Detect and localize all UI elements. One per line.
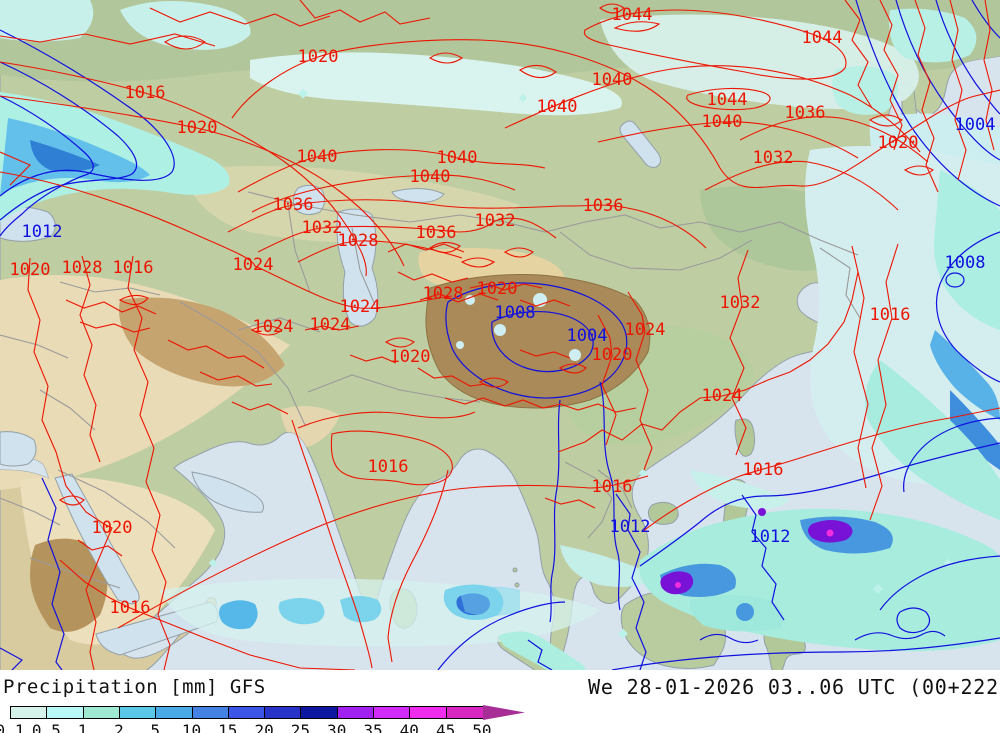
colorbar-tick-label: 40 <box>399 721 419 733</box>
isobar-label-red: 1020 <box>177 118 218 138</box>
colorbar-segment <box>373 706 412 719</box>
isobar-label-red: 1044 <box>612 5 653 25</box>
isobar-label-red: 1024 <box>625 320 666 340</box>
colorbar-segment <box>264 706 303 719</box>
isobar-label-red: 1040 <box>592 70 633 90</box>
isobar-label-blue: 1004 <box>567 326 608 346</box>
isobar-label-red: 1036 <box>785 103 826 123</box>
isobar-label-red: 1040 <box>537 97 578 117</box>
colorbar-tick-label: 20 <box>254 721 274 733</box>
isobar-label-blue: 1012 <box>750 527 791 547</box>
colorbar-segment <box>46 706 85 719</box>
isobar-label-blue: 1008 <box>495 303 536 323</box>
isobar-label-red: 1020 <box>92 518 133 538</box>
isobar-label-red: 1032 <box>720 293 761 313</box>
colorbar-tick-label: 1 <box>77 721 88 733</box>
colorbar-segment <box>336 706 375 719</box>
colorbar-tick-label: 45 <box>435 721 456 733</box>
colorbar-tick-label: 5 <box>150 721 161 733</box>
isobar-label-red: 1020 <box>298 47 339 67</box>
isobar-label-red: 1032 <box>302 218 343 238</box>
isobar-label-red: 1016 <box>743 460 784 480</box>
legend-bar: Precipitation [mm] GFS We 28-01-2026 03.… <box>0 670 1000 733</box>
isobar-label-red: 1024 <box>253 317 294 337</box>
colorbar-tick-label: 0.5 <box>31 721 61 733</box>
valid-time-label: We 28-01-2026 03..06 UTC (00+222 <box>588 675 999 699</box>
colorbar-tick-label: 25 <box>290 721 311 733</box>
colorbar-segment <box>191 706 230 719</box>
colorbar-tick-label: 10 <box>181 721 202 733</box>
isobar-label-red: 1036 <box>273 195 314 215</box>
isobar-label-red: 1016 <box>125 83 166 103</box>
isobar-label-red: 1016 <box>592 477 633 497</box>
colorbar-tick-label: 30 <box>327 721 347 733</box>
isobar-label-red: 1016 <box>110 598 151 618</box>
isobar-label-red: 1040 <box>437 148 478 168</box>
isobar-label-red: 1024 <box>310 315 351 335</box>
isobar-label-red: 1040 <box>297 147 338 167</box>
colorbar-tick-label: 2 <box>114 721 124 733</box>
colorbar-segment <box>10 706 49 719</box>
colorbar-segment <box>227 706 267 719</box>
isobar-label-red: 1028 <box>338 231 379 251</box>
colorbar-segment <box>445 706 484 719</box>
isobar-label-red: 1032 <box>753 148 794 168</box>
colorbar-overflow-arrow <box>482 705 525 720</box>
isobar-label-red: 1024 <box>233 255 274 275</box>
colorbar-tick-label: 15 <box>218 721 238 733</box>
isobar-label-red: 1040 <box>702 112 743 132</box>
colorbar-tick-label: 0.1 <box>0 721 25 733</box>
isobar-label-red: 1020 <box>10 260 51 280</box>
colorbar-segment <box>118 706 158 719</box>
colorbar-segment <box>300 706 339 719</box>
isobar-label-blue: 1012 <box>22 222 63 242</box>
colorbar-tick-label: 35 <box>363 721 383 733</box>
isobar-label-red: 1032 <box>475 211 516 231</box>
map-area: 1020 1016 1020 1040 1040 1040 1036 1036 1036 1032… <box>0 0 1000 670</box>
isobar-label-red: 1028 <box>62 258 103 278</box>
isobar-label-red: 1024 <box>340 297 381 317</box>
colorbar-segment <box>409 706 448 719</box>
isobar-label-red: 1016 <box>113 258 154 278</box>
isobar-label-red: 1044 <box>707 90 748 110</box>
isobar-label-red: 1020 <box>390 347 431 367</box>
lakes-layer <box>0 120 662 656</box>
isobar-label-red: 1016 <box>870 305 911 325</box>
legend-title: Precipitation [mm] GFS <box>3 676 266 698</box>
isobar-label-blue: 1008 <box>945 253 986 273</box>
isobar-label-blue: 1004 <box>955 115 996 135</box>
isobar-label-red: 1040 <box>410 167 451 187</box>
isobar-label-red: 1044 <box>802 28 843 48</box>
precipitation-layer <box>0 0 1000 670</box>
colorbar-segment <box>82 706 121 719</box>
isobar-label-red: 1028 <box>423 284 464 304</box>
isobar-label-red: 1020 <box>592 345 633 365</box>
isobar-label-blue: 1012 <box>610 517 651 537</box>
colorbar-tick-label: 50 <box>472 721 492 733</box>
isobar-label-red: 1036 <box>583 196 624 216</box>
isobar-label-red: 1024 <box>702 386 743 406</box>
isobar-label-red: 1036 <box>416 223 457 243</box>
isobar-label-red: 1016 <box>368 457 409 477</box>
colorbar-segment <box>155 706 194 719</box>
borders-layer <box>0 191 861 589</box>
isobar-label-red: 1020 <box>477 279 518 299</box>
blue-isobars-layer <box>0 0 1000 670</box>
red-isobars-layer <box>0 0 1000 670</box>
isobar-label-red: 1020 <box>878 133 919 153</box>
